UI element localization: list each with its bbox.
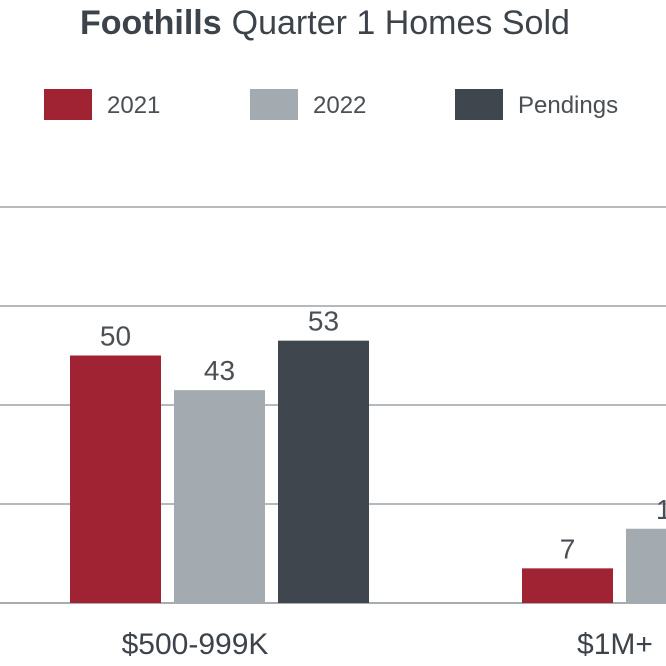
chart-title-bold: Foothills	[80, 4, 222, 42]
data-label: 43	[204, 355, 235, 386]
legend-swatch	[455, 89, 503, 120]
legend-label: 2022	[313, 92, 366, 119]
legend-label: Pendings	[518, 92, 618, 119]
bar-2022-1	[626, 528, 666, 603]
legend-swatch	[250, 89, 298, 120]
bar-pendings-0	[278, 340, 369, 603]
category-label: $500-999K	[122, 628, 269, 661]
category-label: $1M+	[577, 628, 653, 661]
legend-swatch	[44, 89, 92, 120]
chart-title-rest: Quarter 1 Homes Sold	[232, 4, 570, 42]
legend-label: 2021	[107, 92, 160, 119]
bar-2022-0	[174, 390, 265, 603]
bars	[70, 340, 666, 603]
category-labels: $500-999K $1M+	[122, 628, 653, 661]
data-label: 53	[308, 306, 339, 337]
bar-2021-1	[522, 568, 613, 603]
chart-title: Foothills Quarter 1 Homes Sold	[80, 4, 570, 42]
data-label: 15	[656, 494, 666, 525]
value-labels: 50 43 53 7 15	[100, 306, 666, 565]
data-label: 50	[100, 321, 131, 352]
bar-2021-0	[70, 355, 161, 603]
legend: 2021 2022 Pendings	[44, 89, 618, 120]
data-label: 7	[560, 533, 576, 564]
